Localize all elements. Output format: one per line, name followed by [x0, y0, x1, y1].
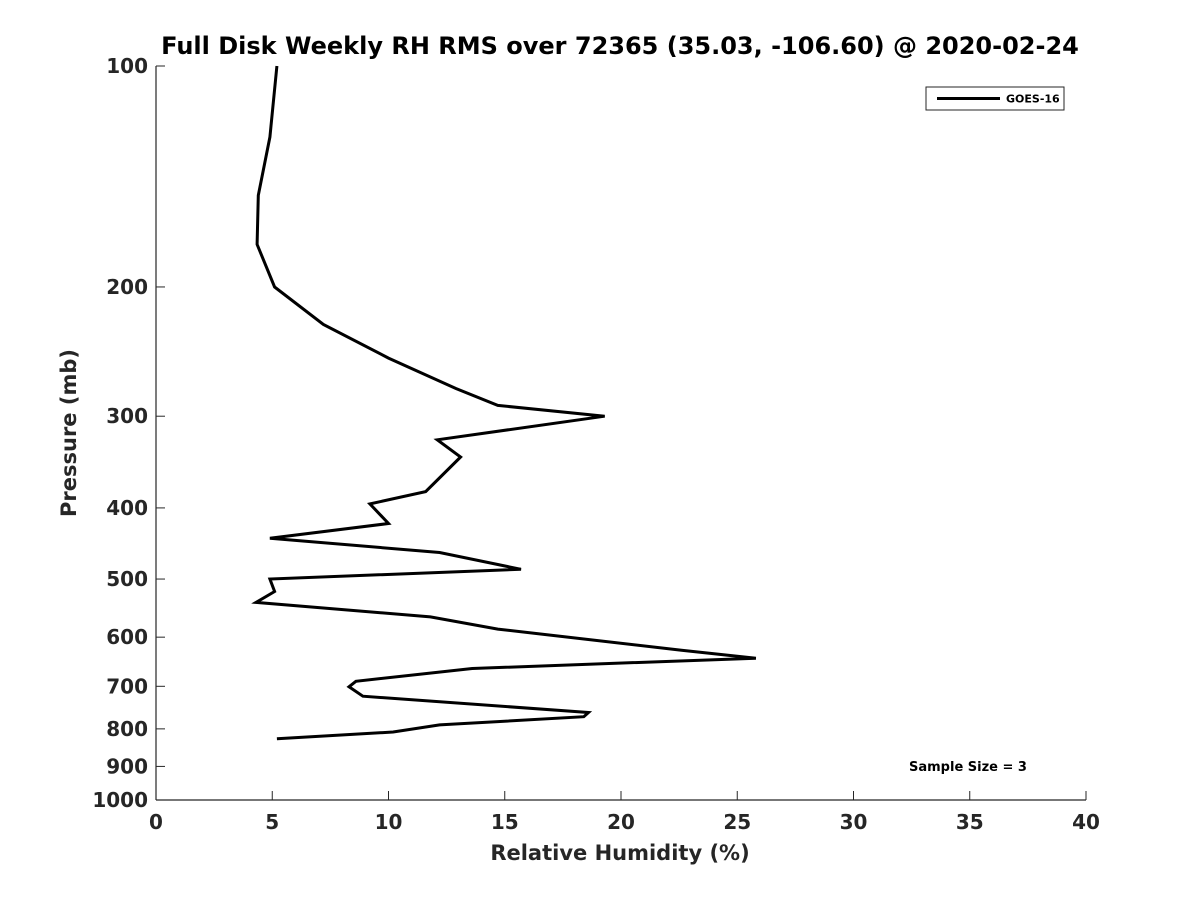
x-tick-label: 20 [607, 810, 635, 834]
legend-label: GOES-16 [1006, 93, 1060, 106]
x-tick-label: 40 [1072, 810, 1100, 834]
x-tick-label: 10 [375, 810, 403, 834]
chart-title: Full Disk Weekly RH RMS over 72365 (35.0… [161, 32, 1079, 60]
series-line-goes-16 [251, 65, 757, 741]
y-tick-label: 300 [106, 404, 148, 428]
y-tick-label: 100 [106, 54, 148, 78]
y-tick-label: 900 [106, 754, 148, 778]
x-axis-label: Relative Humidity (%) [490, 841, 749, 865]
y-tick-label: 800 [106, 717, 148, 741]
x-tick-label: 35 [956, 810, 984, 834]
legend: GOES-16 [925, 86, 1065, 111]
y-tick-label: 200 [106, 275, 148, 299]
y-tick-label: 400 [106, 496, 148, 520]
x-tick-label: 15 [491, 810, 519, 834]
x-tick-label: 30 [840, 810, 868, 834]
y-tick-label: 600 [106, 625, 148, 649]
y-tick-label: 500 [106, 567, 148, 591]
y-axis-label: Pressure (mb) [57, 349, 81, 517]
x-tick-label: 5 [265, 810, 279, 834]
x-tick-label: 0 [149, 810, 163, 834]
y-tick-label: 1000 [92, 788, 148, 812]
x-tick-label: 25 [723, 810, 751, 834]
axes: 0 5 10 15 20 25 30 35 40 100 200 300 400 500 600 700 800… [92, 54, 1100, 834]
series-layer [251, 65, 757, 741]
sample-size-note: Sample Size = 3 [909, 760, 1027, 775]
y-tick-label: 700 [106, 674, 148, 698]
